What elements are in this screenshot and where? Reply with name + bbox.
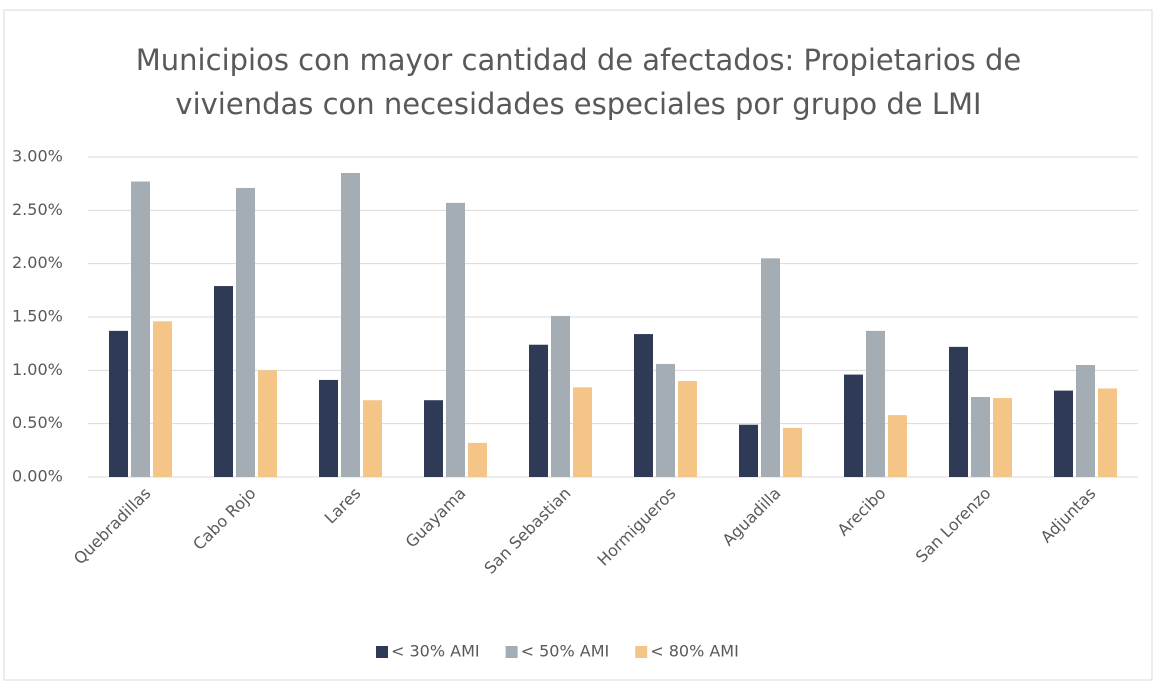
x-tick-label: Arecibo [834, 484, 890, 540]
x-tick-label: Lares [321, 484, 365, 528]
bar [993, 398, 1012, 477]
x-tick-label: San Lorenzo [912, 484, 995, 567]
x-tick-label: Cabo Rojo [189, 484, 259, 554]
bar [214, 286, 233, 477]
bar [888, 415, 907, 477]
legend-label: < 30% AMI [391, 642, 480, 661]
y-tick-label: 2.00% [12, 253, 63, 272]
x-tick-label: Guayama [402, 484, 470, 552]
bar [971, 397, 990, 477]
x-tick-label: Aguadilla [719, 484, 785, 550]
bar [783, 427, 802, 477]
legend-swatch [505, 646, 518, 658]
bar [236, 187, 255, 477]
x-tick-label: San Sebastian [480, 484, 574, 578]
bar [446, 202, 465, 477]
bar [949, 346, 968, 477]
bar [153, 321, 172, 477]
bar [319, 379, 338, 477]
chart-border [3, 9, 1153, 681]
bar [258, 370, 277, 477]
y-tick-label: 1.00% [12, 360, 63, 379]
bar [363, 400, 382, 477]
bar [551, 315, 570, 477]
bar [131, 181, 150, 478]
bar [1098, 388, 1117, 477]
bar [1054, 390, 1073, 477]
bar [424, 400, 443, 477]
legend-label: < 80% AMI [650, 642, 739, 661]
legend-swatch [635, 646, 648, 658]
y-tick-label: 3.00% [12, 147, 63, 166]
bar [656, 363, 675, 477]
x-tick-label: Adjuntas [1037, 484, 1100, 547]
bar [573, 387, 592, 477]
bar [844, 374, 863, 477]
bar [109, 330, 128, 477]
y-tick-label: 0.50% [12, 413, 63, 432]
bar [529, 344, 548, 477]
bar [866, 330, 885, 477]
bar [468, 442, 487, 477]
y-tick-label: 1.50% [12, 307, 63, 326]
bar [678, 381, 697, 477]
bar [341, 173, 360, 477]
bar [634, 334, 653, 477]
bar [761, 258, 780, 477]
x-tick-label: Quebradillas [70, 484, 155, 569]
bar [739, 424, 758, 477]
bar [1076, 365, 1095, 477]
y-tick-label: 0.00% [12, 467, 63, 486]
legend-swatch [376, 646, 388, 658]
legend-label: < 50% AMI [521, 642, 610, 661]
chart-title: Municipios con mayor cantidad de afectad… [135, 43, 1022, 121]
x-tick-label: Hormigueros [593, 484, 679, 570]
y-tick-label: 2.50% [12, 200, 63, 219]
